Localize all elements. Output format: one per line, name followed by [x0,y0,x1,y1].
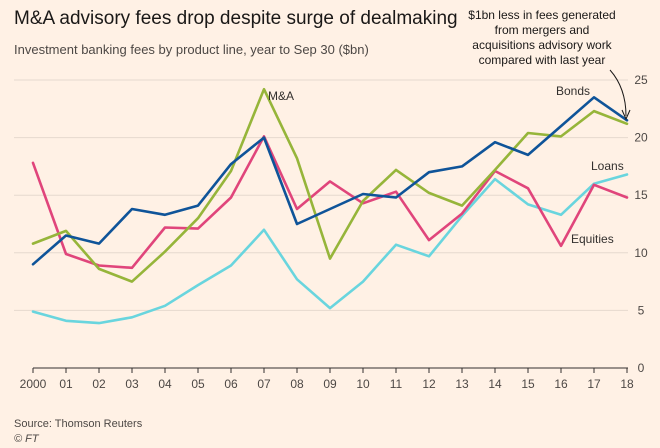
x-tick-label: 18 [620,377,634,391]
y-tick-label: 10 [634,246,648,260]
x-tick-label: 09 [323,377,337,391]
annotation-arrow-line [609,69,627,117]
series-label-bonds: Bonds [556,84,590,98]
grid [14,79,628,311]
x-tick-label: 01 [59,377,73,391]
x-tick-label: 08 [290,377,304,391]
x-tick-label: 02 [92,377,106,391]
chart-title: M&A advisory fees drop despite surge of … [14,8,458,29]
y-tick-label: 15 [634,188,648,202]
annotation-line-1: $1bn less in fees generated [468,8,615,22]
y-tick-label: 5 [638,303,645,317]
series-lines [31,87,629,325]
x-tick-label: 17 [587,377,601,391]
source-note: Source: Thomson Reuters [14,418,143,430]
x-tick-label: 04 [158,377,172,391]
x-tick-label: 03 [125,377,139,391]
annotation: $1bn less in fees generated from mergers… [468,8,631,121]
chart-subtitle: Investment banking fees by product line,… [14,42,369,57]
x-tick-label: 12 [422,377,436,391]
series-line-loans [31,173,629,325]
annotation-arrow-head [621,109,631,121]
series-label-equities: Equities [571,232,614,246]
x-tick-label: 05 [191,377,205,391]
series-label-ma: M&A [268,89,294,103]
x-tick-label: 13 [455,377,469,391]
annotation-line-3: acquisitions advisory work [472,38,612,52]
x-tick-label: 16 [554,377,568,391]
x-axis-ticks: 2000 01 02 03 04 05 06 07 08 09 10 11 12 13 14 15 16 17 18 [20,368,634,391]
x-tick-label: 10 [356,377,370,391]
series-line-equities [31,135,629,270]
series-label-loans: Loans [591,159,624,173]
x-tick-label: 07 [257,377,271,391]
x-tick-label: 06 [224,377,238,391]
y-tick-label: 20 [634,131,648,145]
series-line-ma [31,87,629,283]
x-tick-label: 15 [521,377,535,391]
annotation-line-4: compared with last year [479,53,606,67]
x-tick-label: 2000 [20,377,47,391]
x-tick-label: 14 [488,377,502,391]
annotation-line-2: from mergers and [495,23,590,37]
x-tick-label: 11 [390,377,403,391]
y-axis-ticks: 0 5 10 15 20 25 [634,73,648,375]
series-line-bonds [31,96,629,266]
ft-credit: © FT [14,433,40,445]
y-tick-label: 0 [638,361,645,375]
y-tick-label: 25 [634,73,648,87]
